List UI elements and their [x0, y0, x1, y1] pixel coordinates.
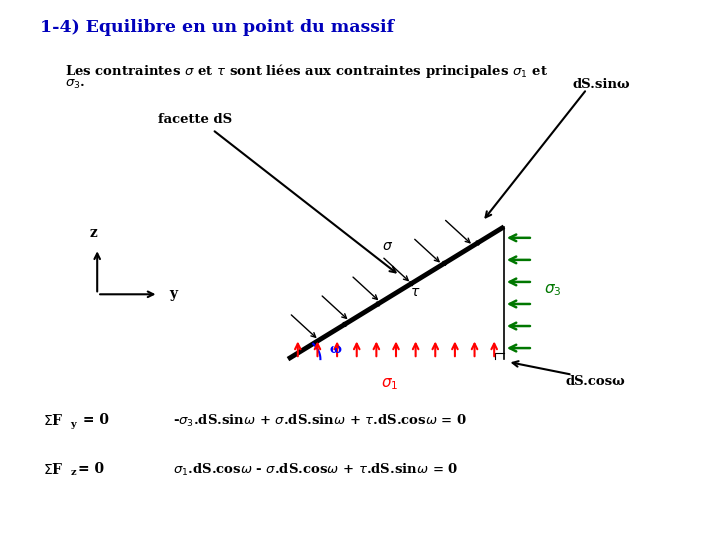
Text: z: z: [71, 468, 76, 477]
Text: z: z: [90, 226, 97, 240]
Text: $\sigma_3$: $\sigma_3$: [544, 282, 561, 298]
Text: facette dS: facette dS: [158, 113, 233, 126]
Text: -$\sigma_3$.dS.sin$\omega$ + $\sigma$.dS.sin$\omega$ + $\tau$.dS.cos$\omega$ = 0: -$\sigma_3$.dS.sin$\omega$ + $\sigma$.dS…: [173, 413, 467, 429]
Text: = 0: = 0: [78, 462, 104, 476]
Text: = 0: = 0: [78, 413, 109, 427]
Text: $\tau$: $\tau$: [410, 285, 420, 299]
Text: $\sigma$: $\sigma$: [382, 239, 393, 253]
Text: y: y: [169, 287, 177, 301]
Text: ω: ω: [330, 343, 341, 356]
Text: dS.cosω: dS.cosω: [565, 375, 625, 388]
Text: y: y: [71, 420, 76, 429]
Text: 1-4) Equilibre en un point du massif: 1-4) Equilibre en un point du massif: [40, 19, 394, 36]
Text: $\sigma_1$: $\sigma_1$: [381, 376, 398, 392]
Text: $\sigma_1$.dS.cos$\omega$ - $\sigma$.dS.cos$\omega$ + $\tau$.dS.sin$\omega$ = 0: $\sigma_1$.dS.cos$\omega$ - $\sigma$.dS.…: [173, 462, 458, 478]
Text: $\Sigma$F: $\Sigma$F: [43, 413, 63, 428]
Text: $\sigma_3$.: $\sigma_3$.: [65, 78, 85, 91]
Text: $\Sigma$F: $\Sigma$F: [43, 462, 63, 477]
Text: Les contraintes $\sigma$ et $\tau$ sont liées aux contraintes principales $\sigm: Les contraintes $\sigma$ et $\tau$ sont …: [65, 62, 548, 80]
Text: dS.sinω: dS.sinω: [572, 78, 630, 91]
